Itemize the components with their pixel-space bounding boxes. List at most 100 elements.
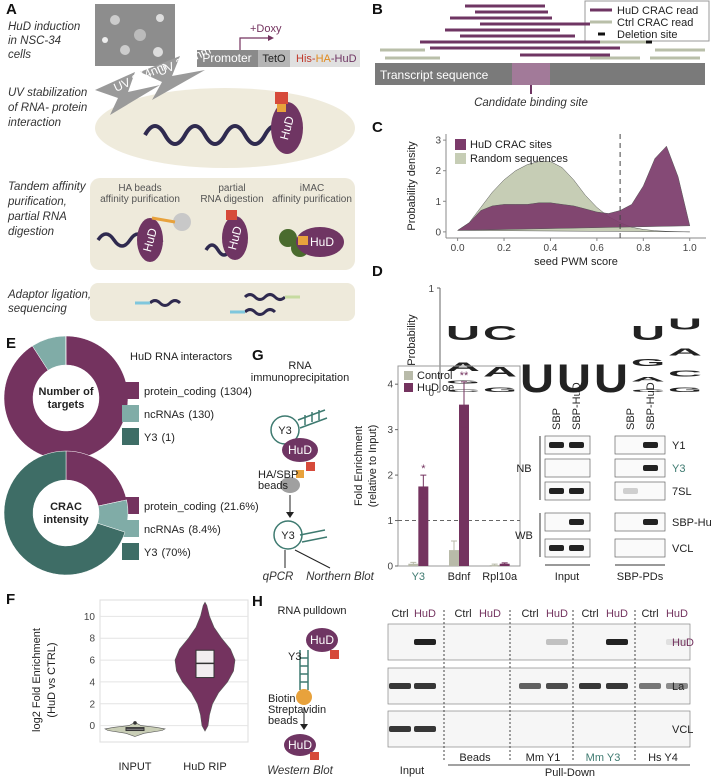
row-label: VCL — [672, 543, 693, 555]
panel-label: B — [372, 1, 383, 18]
outlier — [133, 721, 137, 725]
shape — [299, 650, 309, 690]
blot-strip — [614, 538, 666, 558]
shape — [306, 628, 338, 652]
blot-strip — [544, 538, 591, 558]
shape — [243, 293, 287, 301]
lane-label: SBP-HuD — [645, 382, 657, 430]
panel-a-art — [90, 4, 360, 321]
donut-slice — [3, 335, 129, 461]
row-label: 7SL — [672, 486, 692, 498]
shape — [284, 734, 316, 756]
y-tick-label: 3 — [387, 425, 393, 436]
band — [549, 442, 564, 448]
x-tick-label: Rpl10a — [482, 571, 518, 583]
x-tick-label: 0.8 — [636, 243, 650, 254]
legend-label: Y3 (1) — [144, 432, 175, 444]
step-text: in NSC-34 — [8, 35, 61, 47]
logo-letter: C — [446, 389, 481, 393]
y-tick-label: 4 — [89, 677, 95, 688]
site-label: Candidate binding site — [474, 97, 588, 109]
legend-swatch — [122, 382, 139, 399]
donut-slice — [3, 450, 126, 576]
teto-label: TetO — [262, 53, 286, 65]
lane-label: HuD — [666, 608, 688, 620]
legend-swatch — [404, 371, 413, 380]
shape — [110, 15, 120, 25]
x-tick-label: 1.0 — [683, 243, 697, 254]
band — [569, 519, 584, 525]
legend-label: HuD CRAC sites — [470, 139, 552, 151]
blot-strip — [614, 481, 666, 501]
legend-swatch — [122, 428, 139, 445]
error-bar — [410, 561, 417, 566]
x-tick-label: Y3 — [412, 571, 425, 583]
shape — [275, 92, 288, 104]
value-label: (1304) — [220, 386, 252, 398]
density-area — [456, 145, 691, 231]
step-text: digestion — [8, 226, 54, 238]
logo-letter: A — [446, 362, 480, 375]
row-label: La — [672, 681, 685, 693]
hud-label: HuD — [310, 633, 334, 647]
legend-swatch — [455, 153, 466, 164]
row-label: VCL — [672, 724, 693, 736]
panel-label: E — [6, 335, 16, 352]
set-label: Input — [555, 571, 579, 583]
y-tick-label: 10 — [84, 612, 96, 623]
legend-swatch — [122, 405, 139, 422]
shape — [271, 102, 303, 154]
construct-label: His-HA-HuD — [296, 53, 357, 65]
shape — [173, 213, 191, 231]
logo-letter: G — [483, 387, 517, 394]
shape — [290, 50, 360, 67]
logo-letter: A — [668, 347, 704, 358]
blot-strip — [544, 435, 591, 455]
band — [643, 519, 658, 525]
shape — [296, 470, 304, 478]
logo-letter: A — [483, 364, 517, 380]
blot-strip — [387, 623, 691, 661]
band — [639, 683, 661, 689]
x-tick-label: 0.6 — [590, 243, 604, 254]
step-note: RNA digestion — [200, 194, 263, 205]
bait-label: Hs Y4 — [648, 752, 678, 764]
y3-label: Y3 — [278, 425, 291, 437]
y-tick-label: 0 — [387, 562, 393, 573]
shape — [258, 50, 290, 67]
schematic-art — [270, 409, 339, 760]
shape — [90, 283, 355, 321]
blot-strip — [544, 512, 591, 532]
step-text: Tandem affinity — [8, 181, 87, 193]
shape — [268, 35, 274, 41]
legend-swatch — [455, 139, 466, 150]
blot-strip — [544, 481, 591, 501]
promoter-label: Promoter — [202, 51, 251, 65]
shape — [306, 462, 315, 471]
legend-label: ncRNAs (8.4%) — [144, 524, 221, 536]
step-text: cells — [8, 49, 31, 61]
shape — [140, 56, 205, 100]
logo-letter: C — [631, 389, 665, 393]
error-bar — [501, 562, 508, 566]
shape — [243, 308, 277, 316]
shape — [298, 236, 308, 245]
panel-label: G — [252, 347, 264, 364]
band — [546, 683, 568, 689]
y-tick-label: 8 — [89, 634, 95, 645]
doxy-label: +Doxy — [250, 23, 282, 35]
y3-label: Y3 — [281, 530, 294, 542]
y-tick-label: 1 — [428, 284, 434, 295]
y-tick-label: 0 — [89, 721, 95, 732]
logo-letter: U — [520, 357, 554, 402]
method-label: qPCR — [263, 571, 294, 583]
legend-label: Ctrl CRAC read — [617, 17, 693, 29]
y-tick-label: 2 — [387, 471, 393, 482]
value-label: (70%) — [161, 547, 190, 559]
shape — [137, 218, 163, 262]
shape — [143, 124, 287, 146]
y-tick-label: 4 — [387, 380, 393, 391]
legend-title: HuD RNA interactors — [130, 351, 233, 363]
legend-label: protein_coding (1304) — [144, 386, 252, 398]
logo-letter: G — [631, 357, 665, 368]
